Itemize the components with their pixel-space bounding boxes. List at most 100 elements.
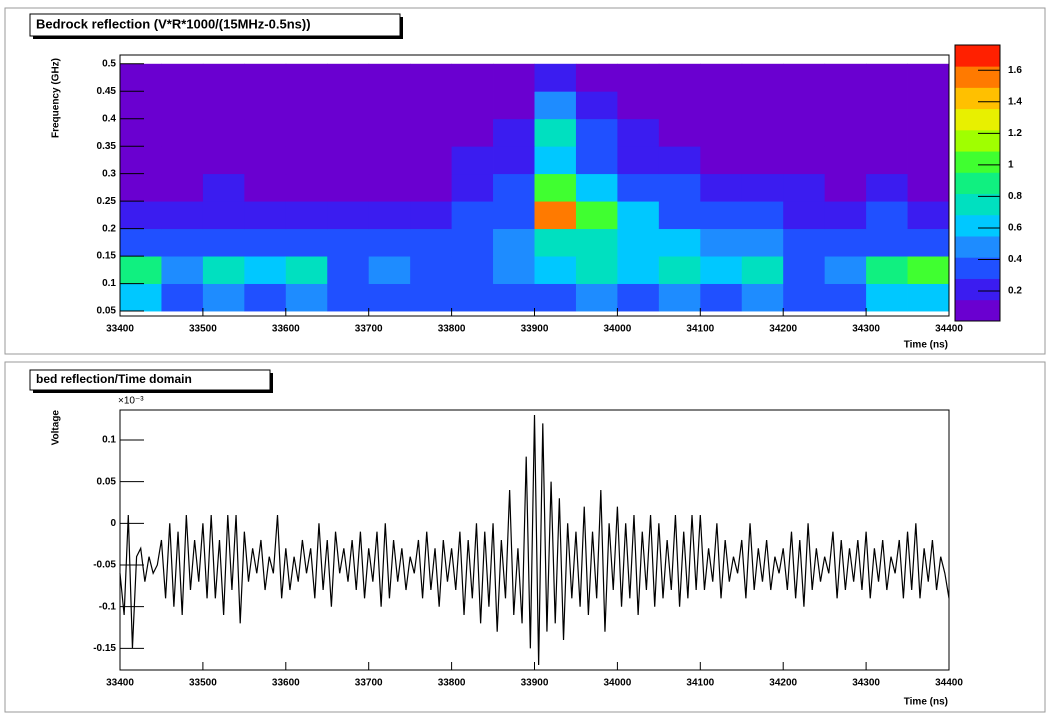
heat-cell [576,174,618,202]
y-tick-label: 0.4 [102,113,116,124]
heat-cell [286,146,328,174]
heat-cell [783,229,825,257]
heat-cell [327,119,369,147]
heat-cell [742,119,784,147]
heat-cell [866,91,908,119]
heat-cell [783,284,825,312]
chart-title: bed reflection/Time domain [36,372,192,386]
y-tick-label: 0.35 [97,141,117,152]
heat-cell [825,146,867,174]
x-tick-label: 33800 [438,678,466,689]
heat-cell [120,146,162,174]
heat-cell [410,284,452,312]
heat-cell [825,229,867,257]
heat-cell [783,256,825,284]
colorbar-tick-label: 1.4 [1008,96,1022,107]
heat-cell [866,256,908,284]
x-tick-label: 34400 [935,678,963,689]
x-tick-label: 33600 [272,678,300,689]
x-tick-label: 33700 [355,324,383,335]
heat-cell [659,256,701,284]
x-tick-label: 34200 [769,324,797,335]
heat-cell [327,284,369,312]
heat-cell [576,284,618,312]
heat-cell [742,229,784,257]
heat-cell [203,284,245,312]
canvas: Bedrock reflection (V*R*1000/(15MHz-0.5n… [0,0,1048,717]
heat-cell [161,201,203,229]
heat-cell [825,91,867,119]
colorbar-tick-label: 0.2 [1008,286,1022,297]
heat-cell [286,91,328,119]
y-multiplier: ×10⁻³ [118,396,144,407]
heat-cell [742,64,784,92]
heat-cell [286,256,328,284]
heat-cell [286,201,328,229]
heat-cell [203,119,245,147]
colorbar-tick-label: 0.8 [1008,191,1022,202]
heat-cell [576,64,618,92]
heat-cell [576,146,618,174]
heat-cell [535,284,577,312]
heat-cell [866,201,908,229]
heat-cell [493,91,535,119]
heat-cell [327,201,369,229]
heat-cell [617,146,659,174]
y-tick-label: 0.3 [102,168,116,179]
heat-cell [410,229,452,257]
heat-cell [327,256,369,284]
y-tick-label: 0 [110,518,116,529]
colorbar-tick-label: 1 [1008,160,1014,171]
heat-cell [120,229,162,257]
heat-cell [410,91,452,119]
heat-cell [161,91,203,119]
heat-cell [535,64,577,92]
heat-cell [617,229,659,257]
heat-cell [576,91,618,119]
colorbar-step [955,66,1000,88]
heat-cell [369,119,411,147]
heat-cell [866,229,908,257]
y-tick-label: 0.1 [102,278,116,289]
heat-cell [161,284,203,312]
heat-cell [783,174,825,202]
heat-cell [742,284,784,312]
x-tick-label: 34200 [769,678,797,689]
heat-cell [452,284,494,312]
x-tick-label: 33900 [521,324,549,335]
heat-cell [203,91,245,119]
y-axis-label: Frequency (GHz) [51,58,62,138]
y-tick-label: 0.25 [97,196,117,207]
heat-cell [493,256,535,284]
colorbar-step [955,215,1000,237]
heat-cell [783,91,825,119]
x-tick-label: 34100 [686,678,714,689]
heat-cell [161,229,203,257]
heat-cell [825,201,867,229]
heat-cell [493,119,535,147]
heat-cell [369,284,411,312]
heat-cell [286,284,328,312]
colorbar-step [955,109,1000,131]
heat-cell [576,256,618,284]
heat-cell [659,174,701,202]
heat-cell [742,256,784,284]
x-axis-label: Time (ns) [904,697,948,708]
heat-cell [410,146,452,174]
colorbar-step [955,45,1000,67]
heat-cell [576,201,618,229]
heat-cell [410,119,452,147]
colorbar-tick-label: 0.6 [1008,223,1022,234]
heat-cell [286,229,328,257]
heat-cell [908,91,950,119]
heat-cell [742,91,784,119]
heat-cell [825,256,867,284]
heat-cell [452,64,494,92]
heat-cell [203,146,245,174]
y-tick-label: 0.5 [102,58,116,69]
heat-cell [535,256,577,284]
heat-cell [825,174,867,202]
colorbar-tick-label: 1.2 [1008,128,1022,139]
heat-cell [535,119,577,147]
heat-cell [866,64,908,92]
